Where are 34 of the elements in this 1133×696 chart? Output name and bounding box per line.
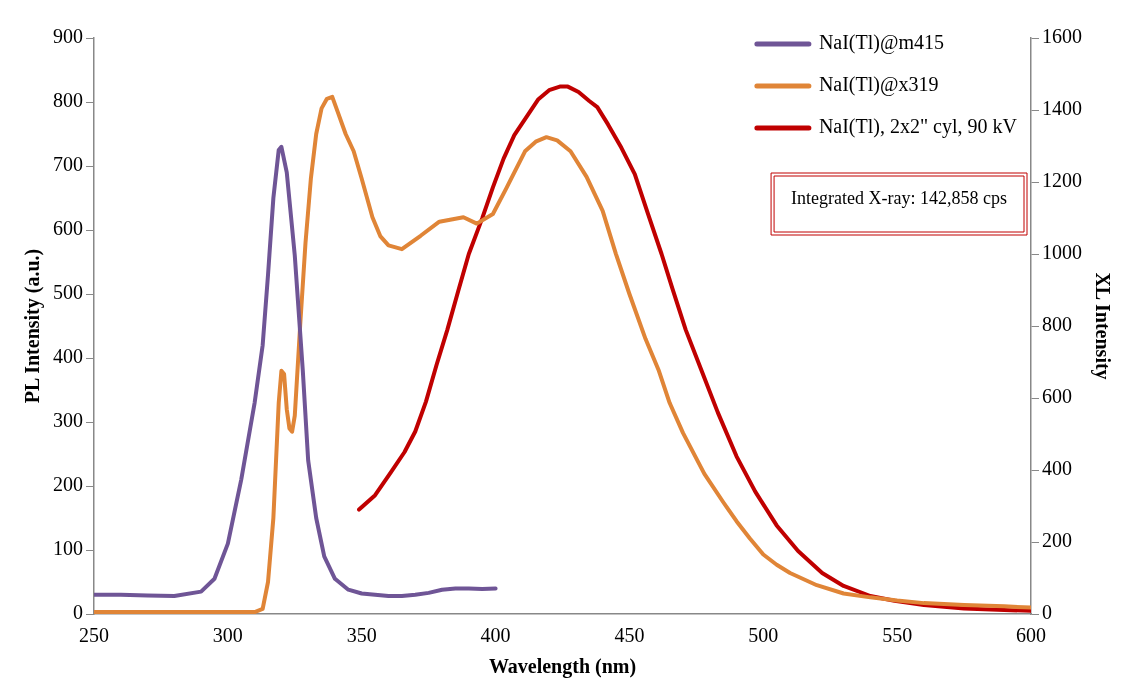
y2-tick-label: 400	[1042, 457, 1072, 480]
y2-tick-label: 0	[1042, 601, 1052, 624]
y2-tick-label: 1200	[1042, 169, 1082, 192]
y-tick-label: 200	[53, 473, 83, 496]
y-tick-label: 300	[53, 409, 83, 432]
x-axis-title: Wavelength (nm)	[488, 655, 637, 679]
x-tick-label: 550	[882, 624, 913, 647]
y-tick-label: 800	[53, 89, 83, 112]
legend-label: NaI(Tl)@m415	[818, 31, 944, 55]
y2-tick-label: 800	[1042, 313, 1072, 336]
y-tick-label: 600	[53, 217, 83, 240]
y2-tick-label: 1400	[1042, 97, 1082, 120]
y-axis-title: PL Intensity (a.u.)	[21, 248, 45, 404]
y-tick-label: 100	[53, 537, 83, 560]
y-tick-label: 700	[53, 153, 83, 176]
y-tick-label: 500	[53, 281, 83, 304]
y-tick-label: 900	[53, 25, 83, 48]
x-tick-label: 450	[614, 624, 645, 647]
x-tick-label: 300	[212, 624, 243, 647]
y2-tick-label: 1000	[1042, 241, 1082, 264]
x-tick-label: 400	[480, 624, 511, 647]
y2-tick-label: 1600	[1042, 25, 1082, 48]
y2-axis-title: XL Intensity	[1090, 272, 1114, 380]
x-tick-label: 350	[346, 624, 377, 647]
x-tick-label: 250	[79, 624, 109, 647]
legend-label: NaI(Tl), 2x2" cyl, 90 kV	[818, 115, 1018, 139]
y2-tick-label: 600	[1042, 385, 1072, 408]
annotation: Integrated X-ray: 142,858 cps	[791, 187, 1008, 208]
y-tick-label: 400	[53, 345, 83, 368]
legend-label: NaI(Tl)@x319	[818, 73, 939, 97]
y2-tick-label: 200	[1042, 529, 1072, 552]
y-tick-label: 0	[73, 601, 83, 624]
x-tick-label: 600	[1016, 624, 1046, 647]
x-tick-label: 500	[748, 624, 779, 647]
